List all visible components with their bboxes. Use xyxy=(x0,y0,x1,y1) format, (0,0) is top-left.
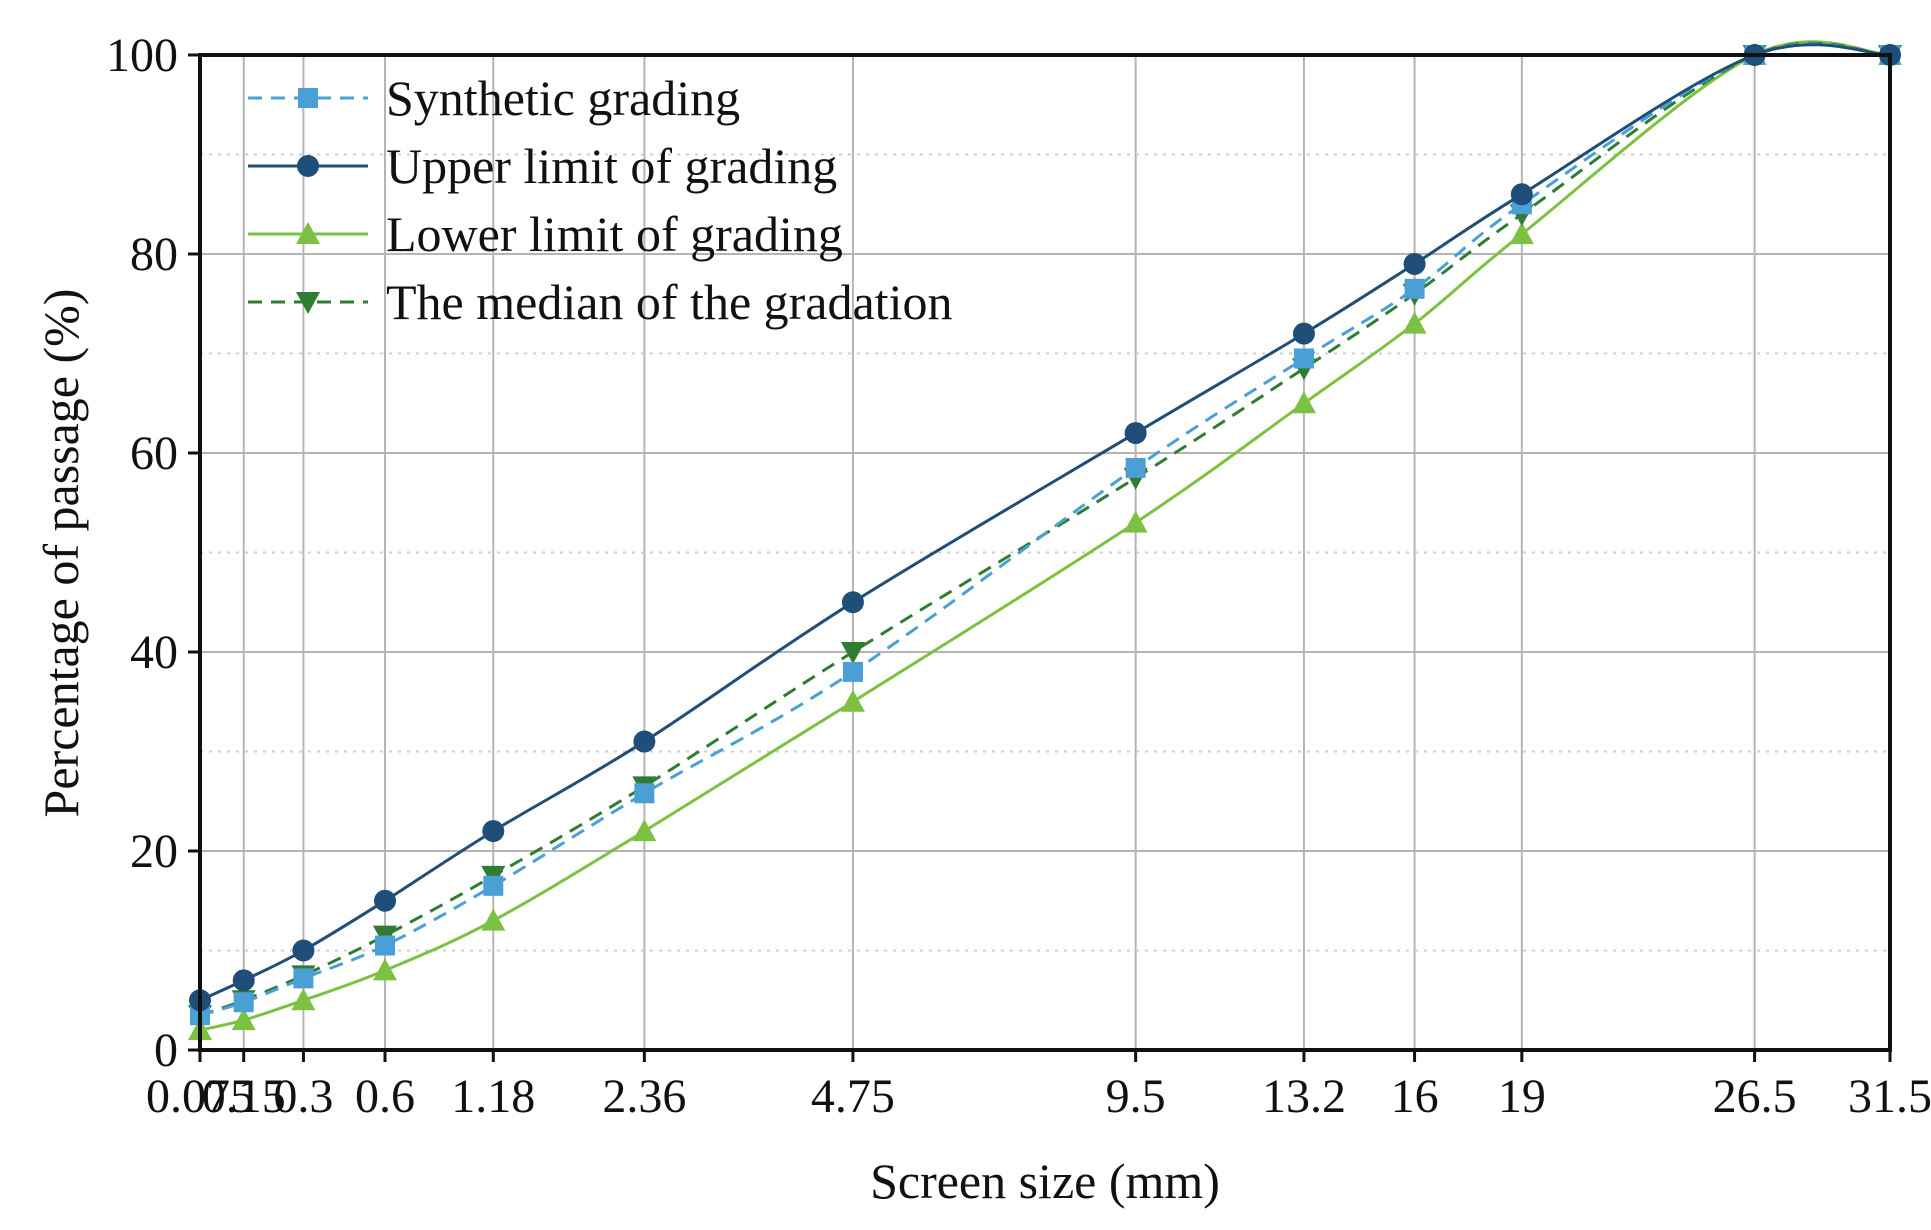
series-line xyxy=(199,41,1891,1017)
data-point xyxy=(633,730,656,753)
x-tick-label: 0.15 xyxy=(202,1070,286,1123)
x-tick-label: 19 xyxy=(1498,1070,1546,1123)
data-point xyxy=(1292,322,1315,345)
x-tick-label: 0.6 xyxy=(355,1070,415,1123)
data-point xyxy=(374,935,395,956)
data-point xyxy=(231,1008,256,1031)
legend-label: Synthetic grading xyxy=(386,70,740,126)
data-point xyxy=(1293,348,1314,369)
data-point xyxy=(293,968,314,989)
x-tick-label: 16 xyxy=(1391,1070,1439,1123)
data-point xyxy=(1510,183,1533,206)
data-point xyxy=(1123,510,1148,533)
legend-marker xyxy=(297,155,319,177)
x-tick-label: 13.2 xyxy=(1262,1070,1346,1123)
x-tick-label: 26.5 xyxy=(1713,1070,1797,1123)
x-tick-label: 0.3 xyxy=(273,1070,333,1123)
data-point xyxy=(1291,391,1316,414)
data-point xyxy=(841,591,864,614)
grid xyxy=(199,54,1891,1051)
y-tick-label: 40 xyxy=(130,626,178,679)
x-tick-label: 1.18 xyxy=(451,1070,535,1123)
data-point xyxy=(292,939,315,962)
y-axis: 0 20 40 60 80 100 xyxy=(106,29,200,1077)
x-tick-label: 9.5 xyxy=(1106,1070,1166,1123)
data-point xyxy=(1403,252,1426,275)
data-point xyxy=(842,661,863,682)
legend-label: Lower limit of grading xyxy=(386,206,843,262)
data-point xyxy=(481,908,506,931)
data-point xyxy=(632,819,657,842)
y-tick-label: 60 xyxy=(130,427,178,480)
legend-marker xyxy=(296,292,320,314)
x-tick-label: 31.5 xyxy=(1848,1070,1931,1123)
x-tick-label: 0.075 xyxy=(146,1070,254,1123)
data-point xyxy=(1124,422,1147,445)
data-point xyxy=(840,642,865,664)
y-tick-label: 0 xyxy=(154,1024,178,1077)
series-layer xyxy=(188,40,1902,1041)
data-point xyxy=(1125,457,1146,478)
x-axis-title: Screen size (mm) xyxy=(870,1153,1220,1209)
y-tick-label: 100 xyxy=(106,29,178,82)
series-upper-limit-of-grading xyxy=(189,43,1901,1012)
series-line xyxy=(199,42,1891,1017)
x-tick-label: 2.36 xyxy=(602,1070,686,1123)
legend-entry: Lower limit of grading xyxy=(248,206,843,262)
y-axis-title: Percentage of passage (%) xyxy=(33,289,89,818)
data-point xyxy=(1404,278,1425,299)
data-point xyxy=(1402,311,1427,334)
y-tick-label: 80 xyxy=(130,228,178,281)
data-point xyxy=(232,969,255,992)
data-point xyxy=(634,783,655,804)
series-line xyxy=(199,43,1891,1002)
legend: Synthetic grading Upper limit of grading L… xyxy=(248,70,952,330)
legend-marker xyxy=(296,222,320,244)
legend-label: The median of the gradation xyxy=(386,274,952,330)
legend-entry: The median of the gradation xyxy=(248,274,952,330)
data-point xyxy=(482,820,505,843)
data-point xyxy=(233,992,254,1013)
data-point xyxy=(1509,222,1534,245)
data-point xyxy=(483,875,504,896)
y-tick-label: 20 xyxy=(130,825,178,878)
legend-entry: Upper limit of grading xyxy=(248,138,837,194)
legend-marker xyxy=(298,88,318,108)
legend-entry: Synthetic grading xyxy=(248,70,740,126)
x-tick-label: 4.75 xyxy=(811,1070,895,1123)
data-point xyxy=(840,689,865,712)
data-point xyxy=(373,889,396,912)
data-point xyxy=(291,988,316,1011)
data-point xyxy=(372,958,397,981)
legend-label: Upper limit of grading xyxy=(386,138,837,194)
plot-frame xyxy=(198,53,1892,1052)
series-line xyxy=(199,40,1891,1032)
